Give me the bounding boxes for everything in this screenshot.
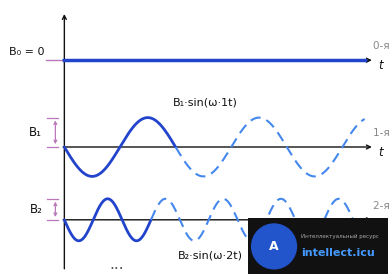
Text: Интеллектуальный ресурс: Интеллектуальный ресурс <box>301 234 379 239</box>
Text: intellect.icu: intellect.icu <box>301 248 375 258</box>
Text: B₁·sin(ω·1t): B₁·sin(ω·1t) <box>172 98 238 108</box>
Text: t: t <box>379 146 383 158</box>
Text: A: A <box>269 240 279 253</box>
Text: 0-я гармоника: 0-я гармоника <box>373 41 390 51</box>
Text: B₂·sin(ω·2t): B₂·sin(ω·2t) <box>177 251 243 261</box>
Text: B₁: B₁ <box>29 126 43 139</box>
FancyBboxPatch shape <box>248 218 388 274</box>
Text: 1-я гармоника: 1-я гармоника <box>373 128 390 138</box>
Text: t: t <box>379 218 383 231</box>
Text: ...: ... <box>110 257 124 272</box>
Text: t: t <box>379 59 383 72</box>
Text: 2-я гармоника: 2-я гармоника <box>373 201 390 211</box>
Circle shape <box>252 224 296 269</box>
Text: B₀ = 0: B₀ = 0 <box>9 47 44 57</box>
Text: B₂: B₂ <box>30 203 43 216</box>
